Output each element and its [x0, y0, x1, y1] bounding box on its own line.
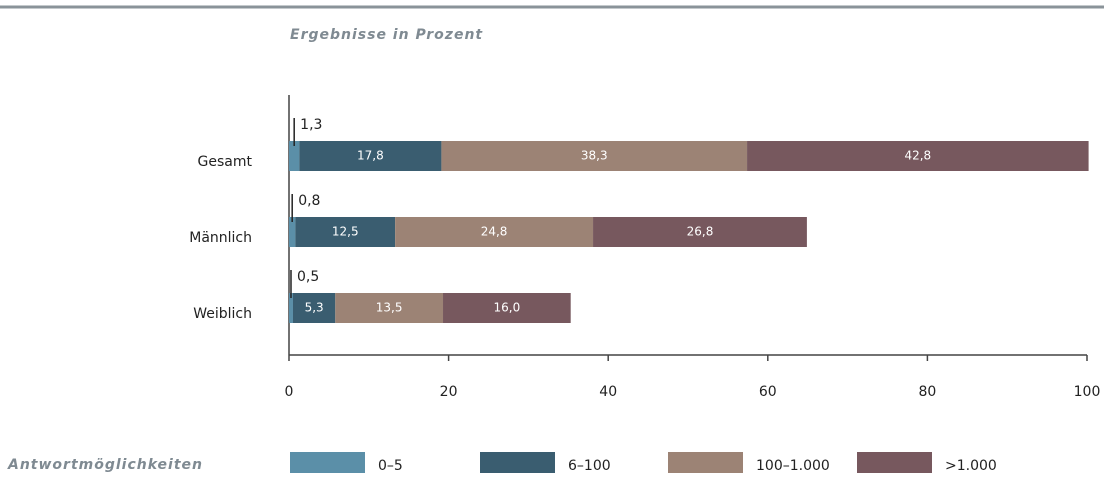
y-tick-label: Weiblich — [193, 306, 252, 322]
value-label: 1,3 — [300, 117, 322, 133]
value-label: 38,3 — [581, 149, 608, 163]
bar-segment — [292, 293, 336, 323]
legend-swatch — [480, 452, 555, 473]
chart-subtitle: Ergebnisse in Prozent — [290, 27, 483, 43]
legend-swatch — [668, 452, 743, 473]
bar-segment — [335, 293, 444, 323]
x-tick-label: 20 — [440, 384, 458, 400]
bar-segment — [441, 141, 748, 171]
value-label: 13,5 — [376, 301, 403, 315]
value-label: 5,3 — [305, 301, 324, 315]
value-label: 24,8 — [481, 225, 508, 239]
y-tick-label: Gesamt — [198, 154, 253, 170]
value-label: 0,5 — [297, 269, 319, 285]
x-tick-label: 40 — [599, 384, 617, 400]
value-label: 12,5 — [332, 225, 359, 239]
value-label: 16,0 — [493, 301, 520, 315]
x-tick-label: 0 — [285, 384, 294, 400]
value-label: 17,8 — [357, 149, 384, 163]
legend-swatch — [290, 452, 365, 473]
value-label: 0,8 — [298, 193, 320, 209]
legend-swatch — [857, 452, 932, 473]
bar-segment — [593, 217, 807, 247]
bar-segment — [747, 141, 1089, 171]
value-label: 42,8 — [904, 149, 931, 163]
legend-label: >1.000 — [945, 458, 997, 474]
value-label: 26,8 — [687, 225, 714, 239]
bar-segment — [395, 217, 594, 247]
legend-title: Antwortmöglichkeiten — [7, 457, 203, 473]
bar-segment — [289, 217, 296, 247]
legend-label: 0–5 — [378, 458, 403, 474]
x-tick-label: 60 — [759, 384, 777, 400]
x-tick-label: 80 — [918, 384, 936, 400]
legend-label: 6–100 — [568, 458, 611, 474]
bar-segment — [443, 293, 571, 323]
bar-segment — [299, 141, 442, 171]
legend-label: 100–1.000 — [756, 458, 830, 474]
x-tick-label: 100 — [1074, 384, 1101, 400]
bar-segment — [295, 217, 396, 247]
bar-segment — [289, 293, 293, 323]
bar-segment — [289, 141, 300, 171]
y-tick-label: Männlich — [189, 230, 252, 246]
